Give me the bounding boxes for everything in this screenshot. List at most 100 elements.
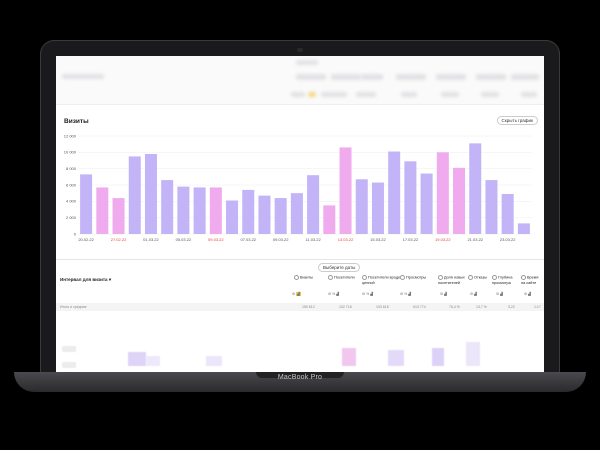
screen: Визиты Скрыть график 0 2 000 4 000 6 000 8 0… [56, 56, 544, 372]
x-tick-label: 05.03.22 [176, 237, 192, 242]
total-bounces: 13,7 % [476, 304, 487, 309]
radio-icon [438, 275, 443, 280]
settings-icon[interactable]: ⚙ [292, 292, 296, 296]
bar[interactable] [177, 186, 190, 234]
bar[interactable] [226, 200, 239, 234]
radio-icon [492, 275, 497, 280]
bar[interactable] [144, 153, 157, 234]
chart-toggle-icon[interactable]: ▟ [528, 292, 531, 296]
settings-icon[interactable]: ⚙ [470, 292, 474, 296]
bar[interactable] [307, 175, 320, 234]
column-tools: ⚙ % ▟ [362, 292, 373, 296]
bar[interactable] [258, 195, 271, 234]
chart-toggle-icon[interactable]: ▟ [296, 292, 301, 296]
x-tick-label: 09.03.22 [208, 237, 224, 242]
y-tick-label: 6 000 [66, 182, 77, 187]
bar[interactable] [501, 193, 514, 234]
bar[interactable] [242, 189, 255, 234]
bar[interactable] [355, 179, 368, 234]
percent-icon[interactable]: % [366, 292, 370, 296]
chart-toggle-icon[interactable]: ▟ [444, 292, 447, 296]
column-header-visits[interactable]: Визиты [294, 275, 334, 281]
column-header-visitors[interactable]: Посетители [328, 275, 368, 281]
bar[interactable] [96, 187, 109, 234]
column-label: Просмотры [406, 275, 427, 280]
bar[interactable] [193, 187, 206, 234]
percent-icon[interactable]: % [404, 292, 408, 296]
chart-toggle-icon[interactable]: ▟ [500, 292, 503, 296]
bar[interactable] [290, 193, 303, 234]
bar[interactable] [404, 161, 417, 234]
settings-icon[interactable]: ⚙ [400, 292, 404, 296]
bar[interactable] [371, 182, 384, 234]
hide-chart-button[interactable]: Скрыть график [496, 116, 538, 125]
chart-toggle-icon[interactable]: ▟ [408, 292, 411, 296]
blurred-block [401, 92, 417, 97]
total-new-visitors: 76,4 % [449, 304, 460, 309]
settings-icon[interactable]: ⚙ [524, 292, 528, 296]
settings-icon[interactable]: ⚙ [440, 292, 444, 296]
blurred-cell [466, 342, 480, 366]
bar[interactable] [339, 147, 352, 234]
column-tools: ⚙ ▟ [470, 292, 477, 296]
blurred-title [62, 74, 104, 79]
x-tick-label: 13.03.22 [338, 237, 354, 242]
x-tick-label: 11.03.22 [305, 237, 321, 242]
bar[interactable] [161, 180, 174, 234]
y-tick-label: 8 000 [66, 166, 77, 171]
bar[interactable] [128, 156, 141, 234]
x-tick-label: 17.03.22 [403, 237, 419, 242]
x-tick-label: 07.03.22 [240, 237, 256, 242]
chart-toggle-icon[interactable]: ▟ [370, 292, 373, 296]
blurred-block [296, 74, 326, 80]
bar[interactable] [485, 180, 498, 234]
settings-icon[interactable]: ⚙ [362, 292, 366, 296]
grouping-selector[interactable]: Интервал для визита ▾ [60, 277, 111, 283]
top-bar [56, 56, 544, 105]
column-header-depth[interactable]: Глубина просмотра [492, 275, 518, 286]
total-goal-visitors: 103 615 [376, 304, 389, 309]
settings-icon[interactable]: ⚙ [496, 292, 500, 296]
blurred-cell [388, 350, 404, 366]
total-pageviews: 613 774 [413, 304, 426, 309]
bar[interactable] [436, 152, 449, 234]
blurred-block [331, 74, 361, 80]
bar[interactable] [112, 198, 125, 234]
bar[interactable] [420, 173, 433, 234]
column-header-pageviews[interactable]: Просмотры [400, 275, 440, 281]
blurred-block [296, 60, 318, 65]
column-header-bounces[interactable]: Отказы [468, 275, 490, 281]
x-tick-label: 19.03.22 [435, 237, 451, 242]
x-tick-label: 23.03.22 [500, 237, 516, 242]
bar[interactable] [453, 167, 466, 234]
settings-icon[interactable]: ⚙ [328, 292, 332, 296]
chart-toggle-icon[interactable]: ▟ [474, 292, 477, 296]
y-tick-label: 4 000 [66, 199, 77, 204]
bar[interactable] [209, 187, 222, 234]
radio-icon [400, 275, 405, 280]
x-tick-label: 27.02.22 [111, 237, 127, 242]
bar[interactable] [274, 198, 287, 234]
x-tick-label: 20.02.22 [78, 237, 94, 242]
bar[interactable] [517, 223, 530, 234]
column-header-time[interactable]: Время на сайте [521, 275, 543, 286]
total-time: 1:17 [534, 304, 541, 309]
column-label: Доля новых посетителей [438, 275, 465, 285]
y-tick-label: 12 000 [64, 133, 77, 138]
bar[interactable] [80, 174, 93, 234]
total-visitors: 102 716 [339, 304, 352, 309]
bar[interactable] [323, 205, 336, 234]
bar[interactable] [469, 143, 482, 234]
column-header-new-visitors[interactable]: Доля новых посетителей [438, 275, 478, 286]
blurred-highlight [308, 92, 316, 97]
bar[interactable] [388, 151, 401, 234]
column-header-goal-visitors[interactable]: Посетители вроде ценной [362, 275, 402, 286]
total-visits: 150 612 [302, 304, 315, 309]
select-dates-button[interactable]: Выберите даты [318, 263, 361, 272]
chart-toggle-icon[interactable]: ▟ [336, 292, 339, 296]
blurred-block [481, 92, 499, 97]
blurred-row [62, 346, 76, 352]
column-tools: ⚙ ▟ [440, 292, 447, 296]
percent-icon[interactable]: % [332, 292, 336, 296]
blurred-block [476, 74, 506, 80]
